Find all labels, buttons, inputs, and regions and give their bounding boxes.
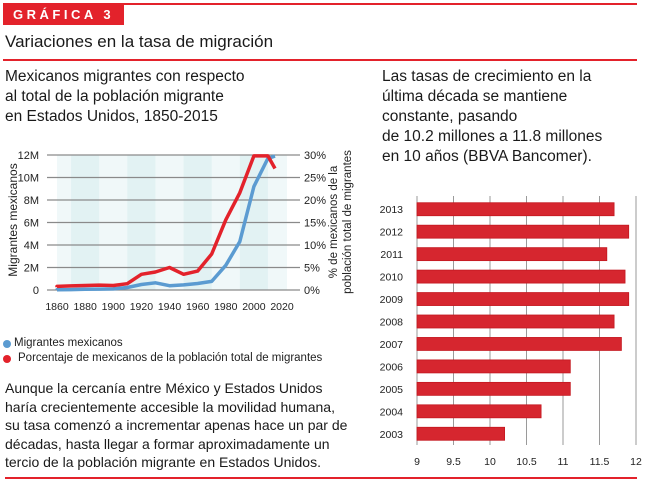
tick-labels: 9 9.5 10 10.5 11 11.5 12 2013 2012 2011 2010 2009 20… bbox=[380, 204, 642, 468]
y2-axis-label-line1: % de mexicanos de la bbox=[328, 165, 340, 278]
legend-item: Porcentaje de mexicanos de la población … bbox=[3, 351, 322, 366]
page-title: Variaciones en la tasa de migración bbox=[5, 32, 274, 51]
left-subtitle: Mexicanos migrantes con respecto al tota… bbox=[5, 67, 335, 127]
y-category-label: 2012 bbox=[380, 227, 404, 239]
bottom-rule bbox=[5, 477, 637, 479]
y-tick-label: 10M bbox=[18, 173, 39, 185]
y-tick-label: 4M bbox=[24, 240, 39, 252]
bar bbox=[416, 337, 622, 351]
y-category-label: 2008 bbox=[380, 317, 404, 329]
y2-tick-label: 15% bbox=[304, 218, 326, 230]
x-tick-label: 10.5 bbox=[516, 456, 537, 468]
x-tick-label: 1900 bbox=[102, 301, 126, 313]
right-subtitle-line: constante, pasando bbox=[382, 108, 518, 125]
y-tick-label: 8M bbox=[24, 195, 39, 207]
y-category-label: 2007 bbox=[380, 339, 404, 351]
left-subtitle-line: en Estados Unidos, 1850-2015 bbox=[5, 108, 218, 125]
y-axis-label: Migrantes mexicanos bbox=[6, 163, 20, 276]
bar bbox=[416, 426, 505, 441]
x-tick-label: 9 bbox=[414, 456, 420, 468]
bar bbox=[416, 224, 630, 239]
x-tick-label: 11 bbox=[558, 456, 569, 468]
y-category-label: 2006 bbox=[380, 361, 404, 373]
x-tick-label: 1860 bbox=[45, 301, 69, 313]
x-tick-label: 2000 bbox=[242, 301, 266, 313]
legend-dot-red bbox=[3, 354, 11, 363]
body-line: haría crecientemente accesible la movili… bbox=[5, 398, 335, 415]
body-line: su tasa comenzó a incrementar apenas hac… bbox=[5, 417, 348, 433]
bar-chart: 9 9.5 10 10.5 11 11.5 12 2013 2012 2011 2010 2009 20… bbox=[380, 196, 642, 468]
y-tick-label: 12M bbox=[18, 150, 39, 162]
x-tick-label: 1940 bbox=[158, 301, 182, 313]
x-tick-label: 11.5 bbox=[590, 456, 610, 468]
y2-tick-label: 10% bbox=[304, 240, 326, 252]
bar bbox=[416, 269, 626, 284]
right-subtitle-line: Las tasas de crecimiento en la bbox=[382, 68, 592, 85]
tick-labels: 0 0% 2M 5% 4M 10% 6M 15% 8M 20% 10M 25% 12M 30% 1860 18… bbox=[18, 150, 327, 313]
y-category-label: 2005 bbox=[380, 384, 404, 396]
x-tick-label: 1920 bbox=[130, 301, 154, 313]
bar bbox=[416, 381, 571, 396]
bar bbox=[416, 292, 630, 306]
body-line: Aunque la cercanía entre México y Estado… bbox=[5, 380, 323, 396]
x-tick-label: 2020 bbox=[270, 301, 294, 313]
chart-badge: GRÁFICA 3 bbox=[3, 3, 125, 25]
x-tick-label: 9.5 bbox=[446, 456, 461, 468]
x-tick-label: 1960 bbox=[186, 301, 210, 313]
y-category-label: 2009 bbox=[380, 294, 404, 306]
y-category-label: 2010 bbox=[380, 272, 404, 284]
y-category-label: 2003 bbox=[380, 429, 404, 441]
right-subtitle-line: de 10.2 millones a 11.8 millones bbox=[382, 128, 603, 145]
y2-axis-label-line2: población total de migrantes bbox=[342, 150, 354, 294]
bar bbox=[416, 359, 571, 374]
title-rule bbox=[3, 59, 637, 61]
y-tick-label: 6M bbox=[24, 218, 39, 230]
x-tick-label: 1880 bbox=[73, 301, 97, 313]
legend: Migrantes mexicanos Porcentaje de mexica… bbox=[3, 336, 322, 366]
y2-tick-label: 0% bbox=[304, 285, 320, 297]
legend-label: Migrantes mexicanos bbox=[14, 337, 123, 349]
bar bbox=[416, 404, 542, 419]
y-tick-label: 2M bbox=[24, 263, 39, 275]
legend-dot-blue bbox=[3, 339, 11, 348]
body-text: Aunque la cercanía entre México y Estado… bbox=[5, 379, 375, 472]
y-tick-label: 0 bbox=[33, 285, 39, 297]
legend-item: Migrantes mexicanos bbox=[3, 336, 322, 351]
body-line: décadas, hasta llegar a formar aproximad… bbox=[5, 435, 330, 452]
y-category-label: 2013 bbox=[380, 204, 404, 216]
bar bbox=[416, 202, 615, 217]
body-line: tercio de la población migrante en Estad… bbox=[5, 454, 321, 470]
line-chart: 0 0% 2M 5% 4M 10% 6M 15% 8M 20% 10M 25% 12M 30% 1860 18… bbox=[6, 150, 354, 313]
y2-tick-label: 25% bbox=[304, 173, 326, 185]
y2-tick-label: 30% bbox=[304, 150, 326, 162]
x-tick-label: 10 bbox=[484, 456, 496, 468]
x-tick-label: 1980 bbox=[214, 301, 238, 313]
bars bbox=[416, 202, 630, 441]
bar bbox=[416, 247, 608, 262]
right-subtitle: Las tasas de crecimiento en la última dé… bbox=[382, 67, 642, 167]
series-line-migrantes bbox=[55, 154, 276, 292]
x-tick-label: 12 bbox=[630, 456, 642, 468]
y2-tick-label: 5% bbox=[304, 263, 320, 275]
right-subtitle-line: en 10 años (BBVA Bancomer). bbox=[382, 148, 592, 165]
left-subtitle-line: al total de la población migrante bbox=[5, 88, 224, 105]
y2-tick-label: 20% bbox=[304, 195, 326, 207]
top-rule bbox=[3, 3, 637, 5]
y-category-label: 2011 bbox=[380, 249, 403, 261]
left-subtitle-line: Mexicanos migrantes con respecto bbox=[5, 68, 245, 85]
series-line-porcentaje bbox=[55, 154, 277, 289]
legend-label: Porcentaje de mexicanos de la población … bbox=[18, 352, 323, 364]
right-subtitle-line: última década se mantiene bbox=[382, 88, 568, 105]
bar bbox=[416, 314, 615, 329]
series-lines bbox=[55, 154, 277, 292]
y-category-label: 2004 bbox=[380, 406, 404, 418]
